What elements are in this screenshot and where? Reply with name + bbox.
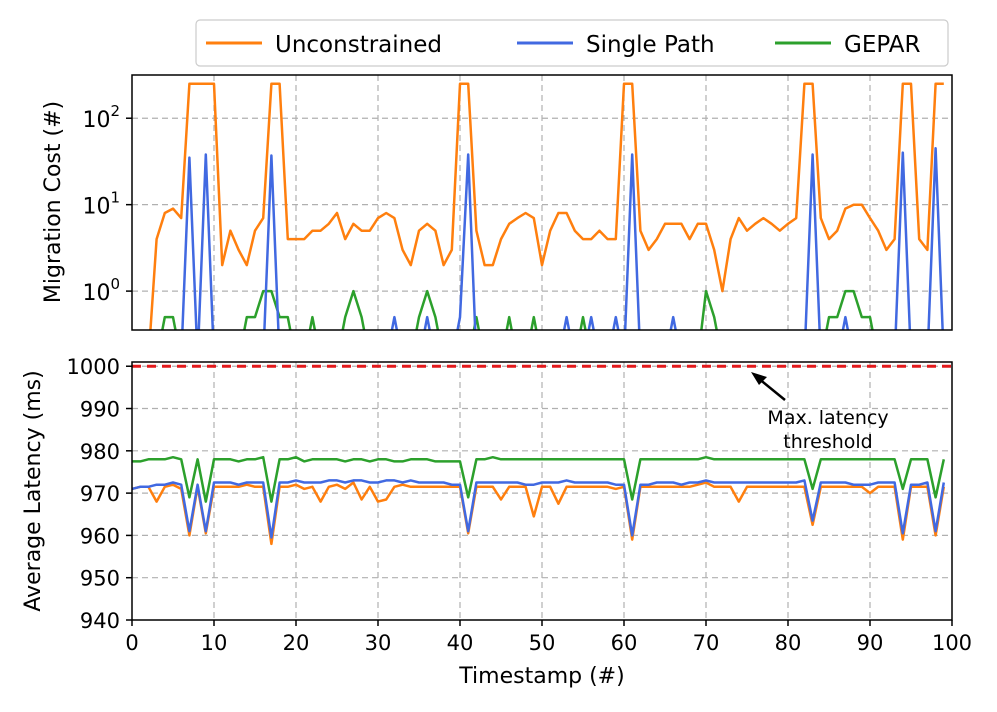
annotation-line-1: Max. latency: [767, 407, 888, 429]
top-ytick-label: 101: [82, 189, 120, 220]
top-series-single-path: [181, 146, 944, 330]
bottom-ylabel: Average Latency (ms): [21, 370, 46, 611]
bottom-series-gepar: [132, 455, 946, 503]
bottom-ytick-label: 940: [80, 609, 120, 633]
bottom-xtick-label: 40: [447, 631, 474, 655]
bottom-xtick-label: 50: [529, 631, 556, 655]
bottom-xtick-label: 100: [932, 631, 972, 655]
legend: Unconstrained Single Path GEPAR: [195, 19, 949, 67]
top-ytick-exponent: 0: [110, 275, 120, 293]
top-ytick-label: 100: [82, 275, 120, 306]
bottom-xtick-label: 30: [365, 631, 392, 655]
bottom-xtick-label: 20: [283, 631, 310, 655]
bottom-ytick-label: 960: [80, 524, 120, 548]
bottom-ytick-label: 980: [80, 440, 120, 464]
bottom-xtick-label: 70: [693, 631, 720, 655]
bottom-xtick-label: 80: [775, 631, 802, 655]
bottom-xtick-label: 10: [201, 631, 228, 655]
legend-label-unconstrained: Unconstrained: [275, 32, 442, 58]
bottom-series: [131, 455, 946, 546]
latency-panel: 1000 990 980 970 960 950 940 0 10 20 30 40 50 60 70 80…: [21, 355, 972, 689]
bottom-series-single-path: [131, 479, 946, 539]
top-ytick-exponent: 1: [110, 189, 120, 207]
top-series-gepar: [161, 289, 874, 330]
bottom-ytick-label: 1000: [67, 355, 120, 379]
bottom-series-unconstrained: [131, 481, 946, 546]
threshold-annotation: Max. latency threshold: [751, 372, 889, 453]
top-ytick-label: 102: [82, 102, 120, 133]
top-grid: [132, 75, 952, 330]
bottom-xtick-label: 90: [857, 631, 884, 655]
top-axes-frame: [131, 74, 953, 331]
top-series-unconstrained: [149, 82, 944, 330]
top-ytick-exponent: 2: [110, 102, 120, 120]
legend-label-single-path: Single Path: [586, 32, 715, 58]
annotation-arrow-shaft: [757, 377, 786, 401]
bottom-xtick-label: 0: [125, 631, 138, 655]
legend-label-gepar: GEPAR: [844, 32, 920, 58]
top-series: [149, 82, 944, 330]
annotation-arrow-head: [751, 372, 767, 385]
bottom-ytick-label: 990: [80, 398, 120, 422]
bottom-xtick-label: 60: [611, 631, 638, 655]
bottom-yticks: 1000 990 980 970 960 950 940: [67, 355, 132, 633]
top-ylabel: Migration Cost (#): [41, 101, 66, 303]
annotation-line-2: threshold: [783, 431, 872, 453]
bottom-ytick-label: 970: [80, 482, 120, 506]
bottom-ytick-label: 950: [80, 567, 120, 591]
bottom-xticks: 0 10 20 30 40 50 60 70 80 90 100: [125, 620, 972, 655]
bottom-xlabel: Timestamp (#): [458, 664, 624, 689]
